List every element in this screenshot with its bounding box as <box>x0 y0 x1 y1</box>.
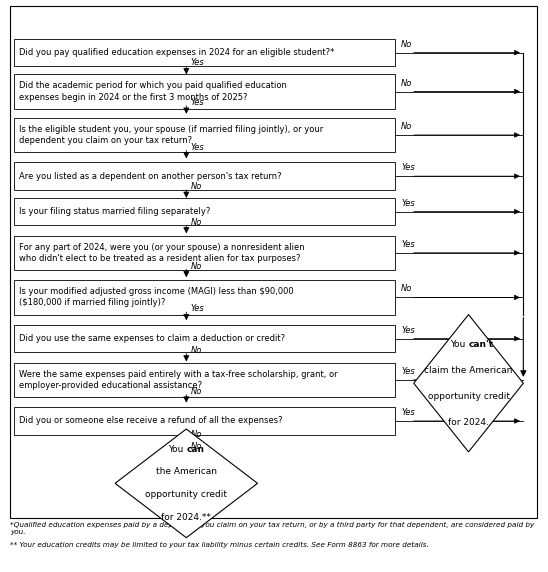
Text: Yes: Yes <box>401 198 415 208</box>
Text: No: No <box>191 261 202 271</box>
Text: Yes: Yes <box>401 163 415 172</box>
Text: Did you use the same expenses to claim a deduction or credit?: Did you use the same expenses to claim a… <box>19 334 286 343</box>
Polygon shape <box>115 429 258 538</box>
Text: *Qualified education expenses paid by a dependent you claim on your tax return, : *Qualified education expenses paid by a … <box>10 522 534 535</box>
Bar <box>14 74 395 109</box>
Text: Yes: Yes <box>401 240 415 249</box>
Text: Did you or someone else receive a refund of all the expenses?: Did you or someone else receive a refund… <box>19 416 283 426</box>
Text: No: No <box>191 182 202 191</box>
Bar <box>14 39 395 66</box>
Text: No: No <box>191 217 202 227</box>
Bar <box>14 236 395 270</box>
Text: Is the eligible student you, your spouse (if married filing jointly), or your
de: Is the eligible student you, your spouse… <box>19 125 323 145</box>
Text: No: No <box>401 39 413 49</box>
Text: No: No <box>191 387 202 396</box>
Text: Yes: Yes <box>401 367 415 376</box>
Text: ** Your education credits may be limited to your tax liability minus certain cre: ** Your education credits may be limited… <box>10 542 429 549</box>
Text: Yes: Yes <box>191 304 204 313</box>
Bar <box>10 6 537 518</box>
Text: Yes: Yes <box>191 58 204 67</box>
Text: can: can <box>186 444 204 454</box>
Text: Are you listed as a dependent on another person's tax return?: Are you listed as a dependent on another… <box>19 172 282 181</box>
Text: Did the academic period for which you paid qualified education
expenses begin in: Did the academic period for which you pa… <box>19 81 287 102</box>
Bar <box>14 280 395 315</box>
Text: No: No <box>401 284 413 293</box>
Text: For any part of 2024, were you (or your spouse) a nonresident alien
who didn't e: For any part of 2024, were you (or your … <box>19 243 305 263</box>
Text: Yes: Yes <box>401 325 415 335</box>
Bar <box>14 363 395 397</box>
Text: Were the same expenses paid entirely with a tax-free scholarship, grant, or
empl: Were the same expenses paid entirely wit… <box>19 370 338 390</box>
Text: Yes: Yes <box>401 408 415 417</box>
Text: No: No <box>191 345 202 355</box>
Text: No: No <box>191 430 202 439</box>
Bar <box>14 162 395 190</box>
Text: claim the American: claim the American <box>424 366 513 375</box>
Text: Is your filing status married filing separately?: Is your filing status married filing sep… <box>19 207 210 216</box>
Text: for 2024.: for 2024. <box>448 418 489 427</box>
Bar <box>14 325 395 352</box>
Bar <box>14 407 395 435</box>
Text: Is your modified adjusted gross income (MAGI) less than $90,000
($180,000 if mar: Is your modified adjusted gross income (… <box>19 287 294 308</box>
Text: No: No <box>401 122 413 131</box>
Text: opportunity credit: opportunity credit <box>427 392 510 401</box>
Text: No: No <box>191 442 202 451</box>
Text: No: No <box>401 78 413 88</box>
Text: opportunity credit: opportunity credit <box>145 490 227 499</box>
Bar <box>14 198 395 225</box>
Text: You: You <box>168 444 186 454</box>
Text: Yes: Yes <box>191 142 204 152</box>
Bar <box>14 118 395 152</box>
Text: You: You <box>450 340 469 348</box>
Text: the American: the American <box>156 467 217 476</box>
Text: for 2024.**: for 2024.** <box>161 513 212 522</box>
Text: Yes: Yes <box>191 98 204 107</box>
Text: can't: can't <box>469 340 494 348</box>
Text: Did you pay qualified education expenses in 2024 for an eligible student?*: Did you pay qualified education expenses… <box>19 48 335 57</box>
Polygon shape <box>414 315 523 452</box>
